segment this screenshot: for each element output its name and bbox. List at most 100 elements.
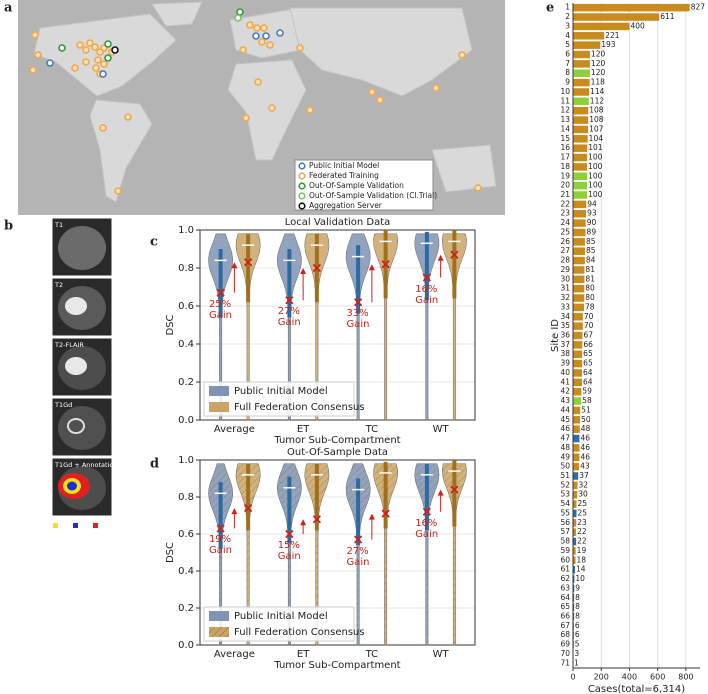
panel-labels: a b c d e: [4, 1, 554, 472]
y-tick-label: 7: [565, 59, 570, 68]
mean-marker: [450, 250, 459, 259]
value-label: 80: [585, 284, 595, 293]
map-land: [33, 1, 497, 203]
bar: [573, 172, 588, 181]
bar: [573, 209, 587, 218]
key-swatch: [93, 523, 98, 528]
value-label: 108: [589, 106, 604, 115]
site-dot: [124, 113, 132, 121]
y-tick-label: 0.6: [178, 529, 194, 540]
site-dot: [260, 24, 268, 32]
bar: [573, 22, 630, 31]
mean-marker: [243, 258, 253, 267]
y-axis-label: DSC: [165, 314, 176, 335]
bar: [573, 69, 590, 77]
site-dot: [82, 46, 90, 54]
mean-marker: [422, 273, 432, 282]
value-label: 65: [583, 349, 593, 358]
value-label: 85: [586, 246, 596, 255]
y-tick-label: 20: [560, 181, 570, 190]
bar: [573, 303, 585, 312]
value-label: 827: [691, 3, 706, 12]
y-tick-label: 66: [560, 611, 570, 620]
gain-annotation: 16% Gain: [415, 284, 438, 306]
value-label: 78: [585, 302, 595, 311]
legend-swatch: [209, 611, 229, 621]
value-label: 80: [585, 293, 595, 302]
x-tick-label: 800: [678, 673, 693, 682]
gain-annotation: 15% Gain: [278, 540, 301, 562]
bar: [573, 60, 590, 68]
x-tick-label: 600: [650, 673, 665, 682]
y-tick-label: 62: [560, 574, 570, 583]
y-tick-label: 38: [560, 349, 570, 358]
y-tick-label: 15: [560, 134, 570, 143]
value-label: 6: [575, 630, 580, 639]
bar: [573, 247, 585, 255]
gain-label: 25% Gain: [208, 298, 232, 321]
bar: [573, 32, 605, 40]
bar: [573, 181, 588, 190]
bar: [573, 97, 589, 106]
y-tick-label: 14: [560, 124, 570, 133]
y-tick-label: 0.4: [178, 566, 194, 577]
value-label: 1: [574, 658, 579, 667]
legend-label: Out-Of-Sample Validation: [309, 181, 404, 190]
y-tick-label: 5: [565, 40, 570, 49]
bar: [573, 238, 585, 246]
site-dot: [474, 184, 482, 192]
value-label: 89: [587, 227, 597, 236]
key-label: TC: [78, 523, 87, 530]
gain-label: 16% Gain: [415, 517, 439, 540]
y-tick-label: 55: [560, 508, 570, 517]
chart-title: Local Validation Data: [285, 217, 391, 228]
y-tick-label: 18: [560, 162, 570, 171]
bar: [573, 434, 580, 443]
y-tick-label: 54: [560, 499, 570, 508]
y-tick-label: 68: [560, 630, 570, 639]
quartile-box: [356, 245, 361, 314]
y-tick-label: 8: [565, 68, 570, 77]
y-tick-label: 3: [565, 21, 570, 30]
value-label: 100: [588, 162, 603, 171]
site-dot: [432, 84, 440, 92]
bar: [573, 387, 582, 396]
violin-hatch: [277, 463, 302, 645]
site-dot: [276, 29, 284, 37]
violin-hatch: [442, 463, 467, 645]
value-label: 67: [583, 331, 593, 340]
quartile-box: [383, 461, 388, 529]
y-tick-label: 46: [560, 424, 570, 433]
x-tick-label: Average: [214, 649, 255, 660]
gain-label: 19% Gain: [208, 534, 232, 557]
bar: [573, 462, 580, 471]
y-tick-label: 16: [560, 143, 570, 152]
bar: [573, 406, 581, 415]
value-label: 65: [583, 359, 593, 368]
value-label: 46: [580, 443, 590, 452]
bar: [573, 331, 583, 340]
violin-hatch: [373, 463, 398, 645]
bar: [573, 116, 589, 124]
value-label: 6: [575, 621, 580, 630]
bar: [573, 200, 587, 209]
value-label: 37: [579, 471, 589, 480]
value-label: 46: [580, 452, 590, 461]
value-label: 611: [660, 12, 675, 21]
site-dot: [76, 41, 84, 49]
site-dot: [34, 51, 42, 59]
y-tick-label: 1: [565, 3, 570, 12]
y-tick-label: 40: [560, 368, 570, 377]
y-tick-label: 70: [560, 649, 570, 658]
mean-marker: [353, 535, 363, 544]
bar: [573, 88, 590, 96]
legend-swatch: [209, 386, 229, 396]
site-dot: [99, 70, 107, 78]
panel-label: a: [4, 1, 13, 16]
key-swatch: [53, 523, 58, 528]
y-tick-label: 26: [560, 237, 570, 246]
quartile-box: [246, 463, 251, 531]
bar: [573, 369, 583, 377]
